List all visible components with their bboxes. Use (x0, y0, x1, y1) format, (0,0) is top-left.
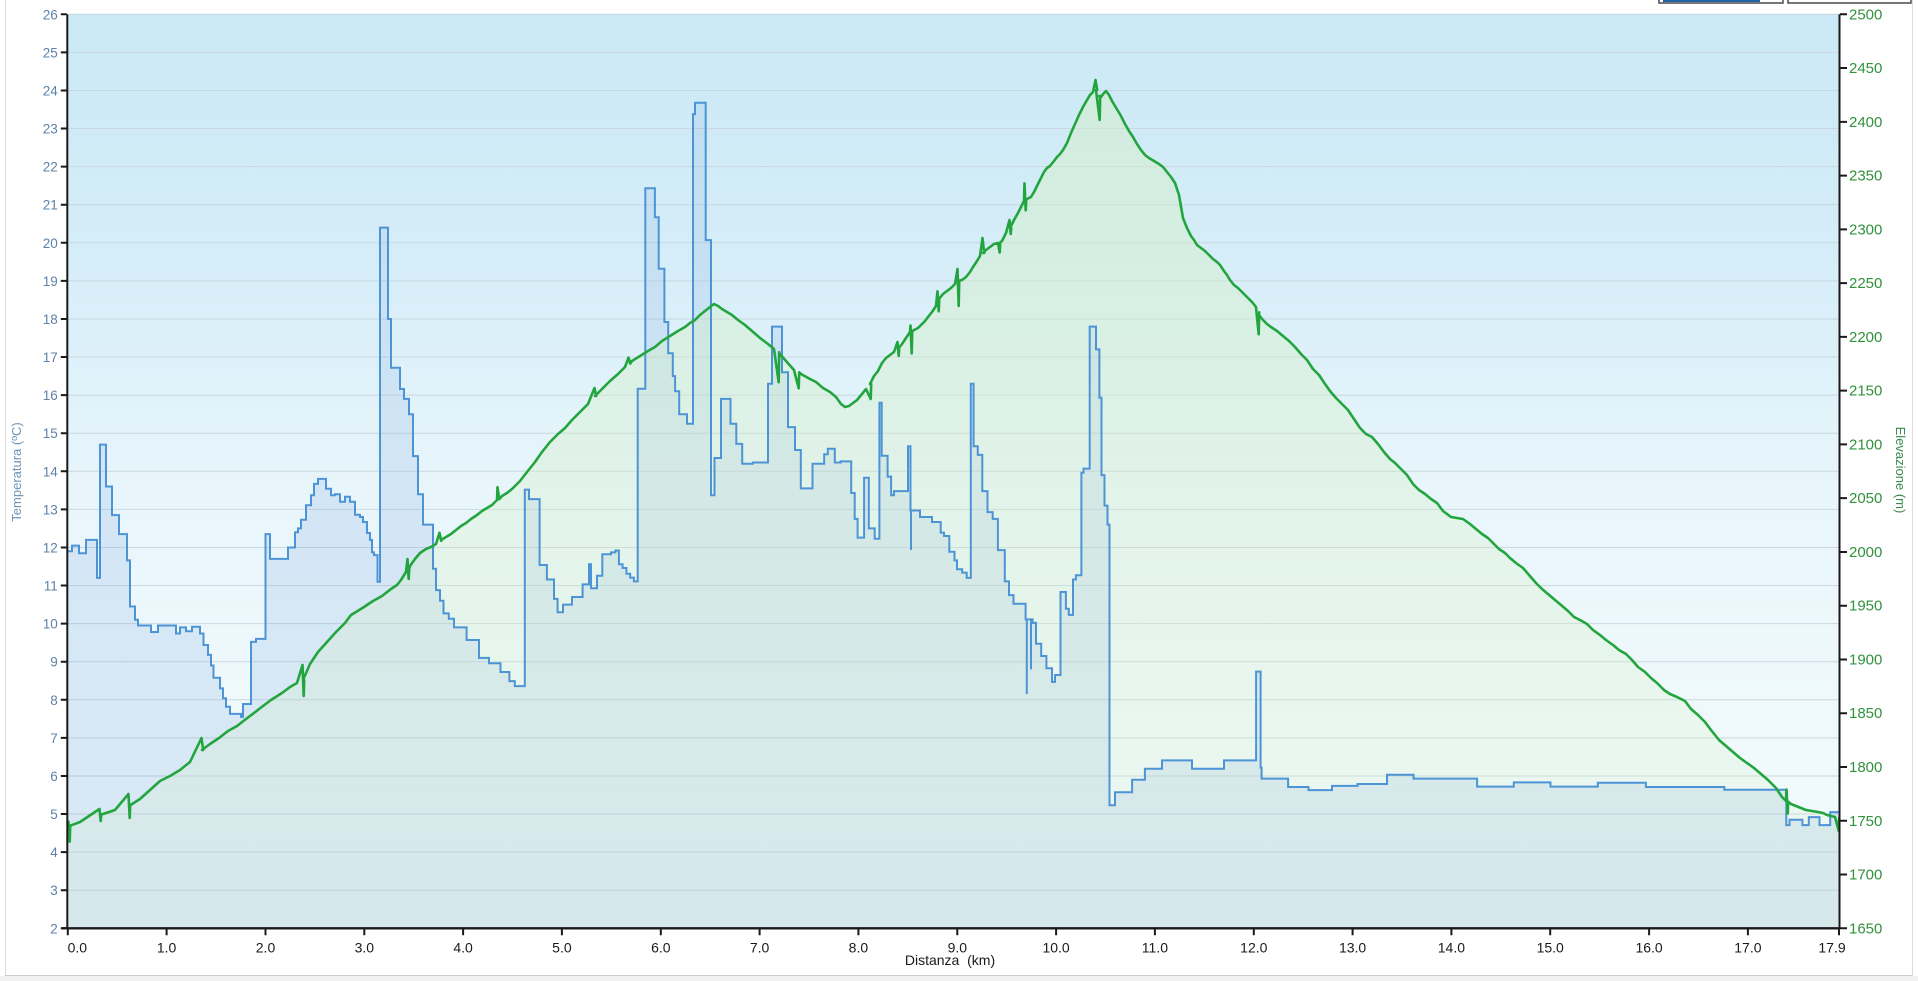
svg-text:2450: 2450 (1849, 60, 1882, 77)
svg-text:12: 12 (43, 540, 58, 555)
svg-text:15.0: 15.0 (1537, 939, 1564, 955)
svg-text:9.0: 9.0 (948, 939, 968, 955)
svg-text:13: 13 (43, 502, 58, 517)
svg-text:10.0: 10.0 (1042, 939, 1069, 955)
svg-text:1850: 1850 (1849, 705, 1882, 722)
svg-text:7.0: 7.0 (750, 939, 770, 955)
svg-text:4: 4 (50, 845, 58, 860)
svg-text:6.0: 6.0 (651, 939, 671, 955)
svg-text:0.0: 0.0 (68, 939, 88, 955)
svg-text:23: 23 (43, 122, 58, 137)
svg-text:19: 19 (43, 274, 58, 289)
svg-text:22: 22 (43, 160, 58, 175)
svg-text:13.0: 13.0 (1339, 939, 1366, 955)
svg-text:8: 8 (50, 693, 58, 708)
svg-text:24: 24 (43, 83, 59, 98)
svg-text:12.0: 12.0 (1240, 939, 1267, 955)
svg-text:17.9: 17.9 (1818, 939, 1845, 955)
svg-text:3.0: 3.0 (355, 939, 375, 955)
svg-text:1700: 1700 (1849, 867, 1882, 884)
svg-text:20: 20 (43, 236, 58, 251)
svg-text:2350: 2350 (1849, 168, 1882, 185)
svg-text:26: 26 (43, 7, 58, 22)
svg-text:2300: 2300 (1849, 221, 1882, 238)
svg-text:5.0: 5.0 (552, 939, 572, 955)
svg-text:14.0: 14.0 (1438, 939, 1465, 955)
svg-text:2000: 2000 (1849, 544, 1882, 561)
svg-text:Elevazione (m): Elevazione (m) (1893, 427, 1908, 514)
svg-text:Temperatura (ºC): Temperatura (ºC) (9, 422, 24, 521)
svg-text:18: 18 (43, 312, 58, 327)
svg-text:2100: 2100 (1849, 436, 1882, 453)
svg-text:2150: 2150 (1849, 383, 1882, 400)
svg-text:2200: 2200 (1849, 329, 1882, 346)
svg-text:2050: 2050 (1849, 490, 1882, 507)
svg-text:2250: 2250 (1849, 275, 1882, 292)
svg-text:4.0: 4.0 (453, 939, 473, 955)
svg-text:1.0: 1.0 (157, 939, 177, 955)
svg-text:14: 14 (43, 464, 59, 479)
svg-text:2400: 2400 (1849, 114, 1882, 131)
svg-text:7: 7 (50, 731, 58, 746)
svg-text:6: 6 (50, 769, 58, 784)
svg-text:15: 15 (43, 426, 58, 441)
svg-text:9: 9 (50, 655, 58, 670)
svg-text:2500: 2500 (1849, 6, 1882, 23)
svg-text:1750: 1750 (1849, 813, 1882, 830)
svg-text:1950: 1950 (1849, 598, 1882, 615)
svg-text:25: 25 (43, 45, 58, 60)
svg-text:1900: 1900 (1849, 651, 1882, 668)
svg-text:11.0: 11.0 (1142, 939, 1168, 955)
svg-text:21: 21 (43, 198, 58, 213)
svg-text:Distanza (km): Distanza (km) (905, 952, 995, 968)
svg-text:8.0: 8.0 (849, 939, 869, 955)
svg-text:17: 17 (43, 350, 58, 365)
svg-text:2.0: 2.0 (256, 939, 276, 955)
svg-text:10: 10 (43, 617, 58, 632)
svg-text:1800: 1800 (1849, 759, 1882, 776)
svg-text:17.0: 17.0 (1734, 939, 1761, 955)
svg-text:16: 16 (43, 388, 58, 403)
svg-text:11: 11 (44, 579, 58, 594)
svg-text:3: 3 (50, 883, 58, 898)
svg-text:16.0: 16.0 (1635, 939, 1662, 955)
svg-text:1650: 1650 (1849, 920, 1882, 937)
svg-text:5: 5 (50, 807, 58, 822)
svg-text:2: 2 (50, 921, 58, 936)
